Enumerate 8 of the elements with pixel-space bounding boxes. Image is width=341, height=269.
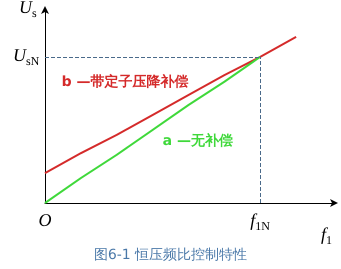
text: 图6-1 恒压频比控制特性 [94,247,248,263]
x-tick-label: f$_{1N}$ [250,210,270,233]
y-axis-title: U$_{s}$ [19,0,37,20]
series-label: b —带定子压降补偿 [62,73,188,90]
ref-line-label: U$_{sN}$ [13,45,40,68]
series-label: a —无补偿 [162,132,233,149]
x-tick-label: O [38,210,52,230]
x-axis-title: f$_{1}$ [321,224,332,247]
